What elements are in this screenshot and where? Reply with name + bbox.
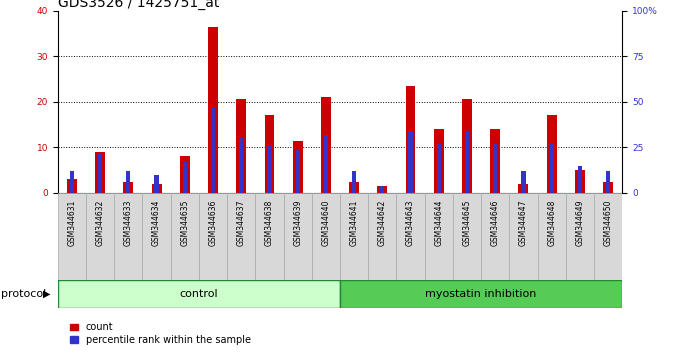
Bar <box>95 152 105 193</box>
Bar <box>405 86 415 193</box>
Bar <box>114 193 143 280</box>
Bar <box>465 131 469 193</box>
Bar <box>575 170 585 193</box>
Text: ▶: ▶ <box>43 289 50 299</box>
Text: GSM344639: GSM344639 <box>293 200 302 246</box>
Bar <box>518 184 528 193</box>
Text: GSM344635: GSM344635 <box>180 200 189 246</box>
Bar <box>549 144 554 193</box>
Bar <box>58 193 86 280</box>
Bar <box>86 193 114 280</box>
Bar <box>437 144 441 193</box>
Bar <box>380 185 384 193</box>
Text: GSM344636: GSM344636 <box>209 200 218 246</box>
Bar <box>522 171 526 193</box>
Text: GSM344643: GSM344643 <box>406 200 415 246</box>
Bar <box>296 149 300 193</box>
Bar <box>340 193 369 280</box>
Text: GSM344634: GSM344634 <box>152 200 161 246</box>
Bar <box>377 186 388 193</box>
Text: myostatin inhibition: myostatin inhibition <box>426 289 537 299</box>
Text: GSM344637: GSM344637 <box>237 200 245 246</box>
Bar <box>425 193 453 280</box>
Bar <box>493 144 497 193</box>
Bar <box>58 280 340 308</box>
Bar <box>227 193 256 280</box>
Text: protocol: protocol <box>1 289 47 299</box>
Bar <box>208 27 218 193</box>
Bar <box>349 182 359 193</box>
Bar <box>594 193 622 280</box>
Bar <box>152 184 162 193</box>
Text: GSM344640: GSM344640 <box>322 200 330 246</box>
Text: GSM344648: GSM344648 <box>547 200 556 246</box>
Bar <box>98 153 102 193</box>
Bar <box>284 193 312 280</box>
Bar <box>509 193 538 280</box>
Text: GSM344644: GSM344644 <box>435 200 443 246</box>
Bar <box>199 193 227 280</box>
Bar <box>369 193 396 280</box>
Bar <box>143 193 171 280</box>
Bar <box>603 182 613 193</box>
Bar <box>267 145 271 193</box>
Text: GSM344633: GSM344633 <box>124 200 133 246</box>
Text: GSM344649: GSM344649 <box>575 200 584 246</box>
Text: control: control <box>180 289 218 299</box>
Bar <box>183 162 187 193</box>
Bar <box>453 193 481 280</box>
Bar <box>490 129 500 193</box>
Bar <box>312 193 340 280</box>
Bar <box>547 115 557 193</box>
Legend: count, percentile rank within the sample: count, percentile rank within the sample <box>66 319 254 349</box>
Bar <box>211 107 215 193</box>
Bar <box>462 99 472 193</box>
Bar <box>171 193 199 280</box>
Text: GDS3526 / 1425751_at: GDS3526 / 1425751_at <box>58 0 219 10</box>
Bar <box>256 193 284 280</box>
Bar <box>126 171 131 193</box>
Bar <box>180 156 190 193</box>
Bar <box>606 171 610 193</box>
Bar <box>434 129 444 193</box>
Text: GSM344650: GSM344650 <box>604 200 613 246</box>
Bar <box>538 193 566 280</box>
Text: GSM344641: GSM344641 <box>350 200 358 246</box>
Bar <box>154 175 158 193</box>
Bar <box>481 193 509 280</box>
Bar <box>340 280 622 308</box>
Bar <box>396 193 425 280</box>
Text: GSM344632: GSM344632 <box>96 200 105 246</box>
Bar <box>578 166 582 193</box>
Bar <box>409 131 413 193</box>
Bar <box>352 171 356 193</box>
Bar <box>566 193 594 280</box>
Text: GSM344646: GSM344646 <box>491 200 500 246</box>
Bar <box>67 179 77 193</box>
Bar <box>123 182 133 193</box>
Bar <box>321 97 331 193</box>
Text: GSM344645: GSM344645 <box>462 200 471 246</box>
Text: GSM344631: GSM344631 <box>67 200 76 246</box>
Bar <box>265 115 275 193</box>
Text: GSM344638: GSM344638 <box>265 200 274 246</box>
Bar <box>239 138 243 193</box>
Bar <box>236 99 246 193</box>
Bar <box>324 135 328 193</box>
Text: GSM344642: GSM344642 <box>378 200 387 246</box>
Bar <box>292 141 303 193</box>
Bar <box>70 171 74 193</box>
Text: GSM344647: GSM344647 <box>519 200 528 246</box>
